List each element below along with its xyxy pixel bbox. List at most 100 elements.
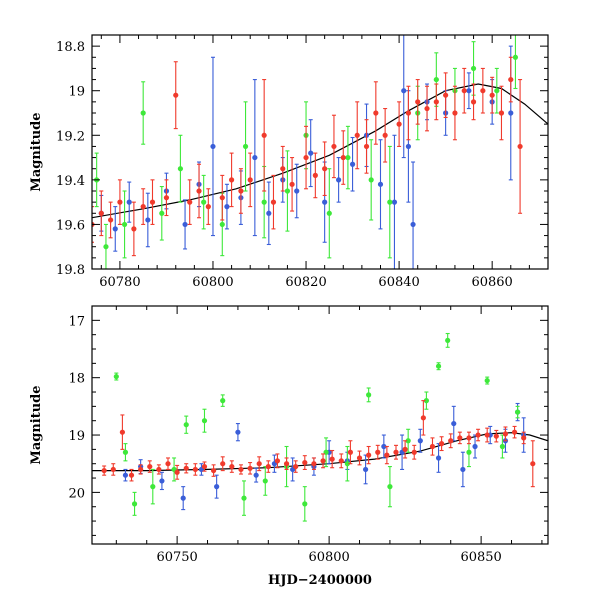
data-point (405, 438, 411, 444)
data-point (284, 188, 291, 194)
y-tick-label: 19.2 (56, 129, 85, 144)
data-point (156, 466, 162, 473)
data-point (122, 472, 129, 478)
data-point (443, 92, 449, 98)
data-point (460, 466, 466, 473)
data-point (126, 199, 132, 205)
data-point (415, 99, 421, 105)
data-point (451, 420, 457, 427)
data-point (381, 443, 387, 450)
data-point (147, 463, 153, 470)
data-point (302, 501, 308, 507)
data-point (289, 181, 295, 187)
data-point (417, 438, 423, 444)
data-point (391, 199, 398, 205)
data-point (224, 204, 230, 210)
data-point (192, 466, 198, 473)
data-point (196, 188, 202, 194)
data-point (113, 373, 119, 380)
data-point (494, 88, 500, 94)
data-point (110, 466, 116, 473)
data-point (377, 181, 384, 187)
data-point (235, 429, 241, 435)
y-tick-label: 19 (68, 429, 85, 444)
data-point (302, 459, 308, 466)
data-point (322, 199, 328, 205)
data-point (349, 161, 356, 167)
data-point (345, 154, 351, 161)
data-point (326, 210, 332, 216)
data-point (174, 469, 180, 475)
data-point (512, 54, 519, 60)
data-point (366, 392, 372, 398)
x-tick-label: 60860 (471, 275, 512, 290)
data-point (140, 110, 146, 116)
data-point (159, 210, 165, 216)
data-point (247, 465, 253, 471)
data-point (472, 443, 478, 450)
data-point (322, 166, 328, 172)
data-point (214, 484, 220, 490)
data-point (131, 501, 138, 507)
data-point (247, 177, 253, 183)
data-point (252, 154, 258, 161)
data-point (119, 429, 125, 435)
data-point (329, 456, 335, 462)
data-point (210, 143, 216, 150)
y-tick-label: 20 (68, 486, 85, 501)
data-point (511, 429, 518, 435)
data-point (238, 188, 244, 194)
data-point (201, 199, 207, 205)
data-point (429, 443, 436, 450)
data-point (159, 478, 165, 484)
data-point (461, 88, 467, 94)
data-point (163, 195, 170, 201)
data-point (265, 463, 271, 470)
top-panel: 60780 60800 60820 60840 60860 18.8 19 19.2 19.4 1… (29, 34, 549, 290)
data-point (274, 458, 281, 464)
data-point (498, 110, 505, 116)
data-point (396, 121, 402, 127)
series-1 (113, 332, 521, 522)
data-point (424, 105, 430, 112)
data-point (393, 449, 399, 455)
data-point (387, 199, 393, 205)
data-point (373, 110, 379, 116)
data-point (211, 467, 217, 474)
data-point (508, 76, 514, 83)
data-point (480, 88, 486, 94)
data-point (219, 195, 225, 201)
data-point (140, 204, 146, 210)
y-tick-label: 19.6 (56, 218, 85, 233)
series-2 (101, 400, 536, 488)
y-tick-label: 18 (68, 372, 85, 387)
data-point (280, 166, 286, 172)
data-point (420, 415, 426, 421)
y-tick-label: 18.8 (56, 40, 85, 55)
data-point (493, 433, 499, 439)
data-point (182, 221, 188, 228)
data-point (433, 99, 439, 105)
data-point (122, 449, 129, 455)
data-point (489, 92, 495, 98)
data-point (117, 199, 123, 205)
data-point (368, 177, 374, 183)
data-point (242, 143, 249, 150)
data-point (340, 154, 346, 161)
data-point (283, 461, 290, 467)
x-tick-label: 60840 (378, 275, 419, 290)
data-point (312, 172, 318, 178)
x-tick-label: 60820 (285, 275, 326, 290)
plot-area (92, 332, 548, 522)
series-2 (92, 56, 523, 257)
x-tick-label: 60750 (156, 550, 197, 565)
data-point (261, 132, 267, 138)
data-point (433, 76, 439, 83)
data-point (405, 143, 412, 150)
data-point (470, 65, 477, 72)
data-point (101, 467, 107, 474)
data-point (401, 88, 407, 94)
data-point (220, 398, 226, 404)
data-point (98, 210, 104, 216)
